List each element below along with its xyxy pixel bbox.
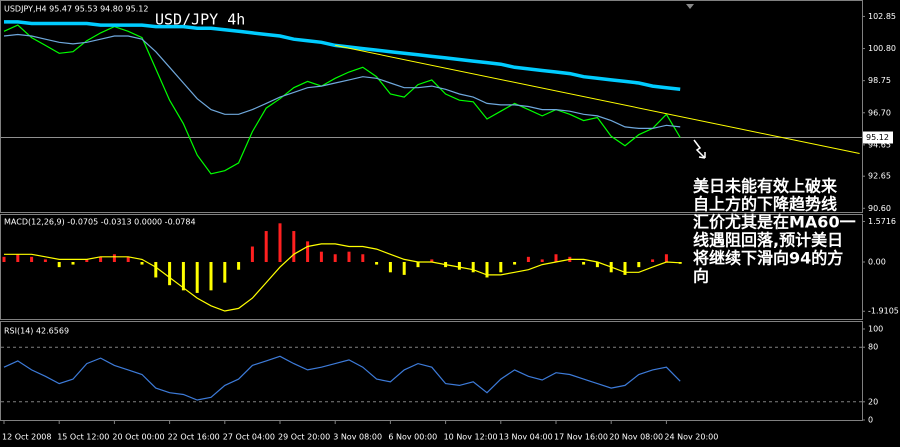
y-tick-label: 100.80 (868, 44, 896, 53)
x-tick-label: 3 Nov 08:00 (333, 433, 382, 442)
y-tick-label: 92.65 (868, 172, 891, 181)
x-tick-label: 12 Oct 2008 (2, 433, 51, 442)
x-tick-label: 27 Oct 04:00 (223, 433, 275, 442)
annotation: 将继续下滑向94的方 (693, 249, 843, 268)
x-tick-label: 13 Nov 04:00 (499, 433, 553, 442)
macd-panel (0, 214, 863, 320)
annotation: 向 (693, 267, 709, 286)
panel-header: USDJPY,H4 95.47 95.53 94.80 95.12 (4, 5, 148, 14)
x-tick-label: 10 Nov 12:00 (444, 433, 498, 442)
y-tick-label: 98.75 (868, 76, 891, 85)
panel-header: RSI(14) 42.6569 (4, 327, 69, 336)
x-tick-label: 29 Oct 20:00 (278, 433, 330, 442)
annotation: 美日未能有效上破来 (693, 177, 838, 196)
chart-title: USD/JPY 4h (155, 11, 245, 29)
rsi-panel (0, 321, 863, 421)
series-line (3, 355, 681, 401)
y-tick-label: 102.85 (868, 12, 896, 21)
y-tick-label: -1.9105 (868, 307, 899, 316)
trend-line (335, 44, 860, 154)
x-tick-label: 20 Nov 08:00 (609, 433, 663, 442)
annotation: 自上方的下降趋势线 (693, 195, 837, 214)
current-price-label: 95.12 (866, 133, 889, 142)
y-tick-label: 0.00 (868, 257, 886, 266)
y-tick-label: 80 (868, 343, 878, 352)
y-tick-label: 96.70 (868, 108, 891, 117)
x-tick-label: 6 Nov 00:00 (388, 433, 437, 442)
y-tick-label: 1.5716 (868, 217, 896, 226)
x-tick-label: 22 Oct 16:00 (168, 433, 220, 442)
y-tick-label: 0 (868, 416, 873, 425)
x-tick-label: 15 Oct 12:00 (57, 433, 109, 442)
annotation: 汇价尤其是在MA60一 (693, 213, 856, 232)
y-tick-label: 94.65 (868, 140, 891, 149)
annotation: 线遇阻回落,预计美日 (693, 231, 843, 250)
y-tick-label: 100 (868, 325, 883, 334)
y-tick-label: 90.60 (868, 204, 891, 213)
price-panel (0, 0, 863, 213)
series-line (4, 20, 681, 92)
current-price-box (863, 131, 893, 144)
scroll-marker (686, 4, 694, 9)
x-tick-label: 20 Oct 00:00 (112, 433, 164, 442)
x-tick-label: 24 Nov 20:00 (664, 433, 718, 442)
arrow-icon (693, 139, 706, 159)
series-line (3, 24, 681, 175)
x-tick-label: 17 Nov 16:00 (554, 433, 608, 442)
series-line (4, 243, 681, 312)
y-tick-label: 20 (868, 397, 878, 406)
series-line (3, 33, 681, 129)
panel-header: MACD(12,26,9) -0.0705 -0.0313 0.0000 -0.… (4, 218, 196, 227)
